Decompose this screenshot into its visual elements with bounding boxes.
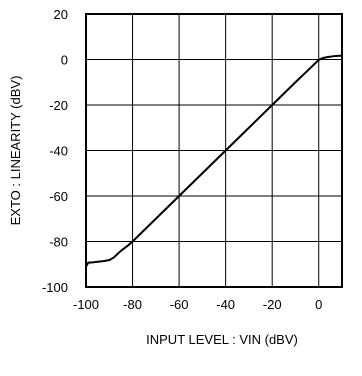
x-tick-labels: -100 -80 -60 -40 -20 0 [73, 297, 322, 312]
y-tick-label: -100 [42, 280, 68, 295]
x-tick-label: 0 [315, 297, 322, 312]
y-tick-label: 20 [54, 7, 68, 22]
grid [86, 14, 342, 287]
y-tick-label: 0 [61, 53, 68, 68]
y-axis-title: EXTO : LINEARITY (dBV) [8, 76, 23, 226]
x-tick-label: -40 [216, 297, 235, 312]
series-line-0 [86, 56, 342, 267]
x-tick-label: -100 [73, 297, 99, 312]
x-axis-title: INPUT LEVEL : VIN (dBV) [146, 332, 298, 347]
x-tick-label: -80 [123, 297, 142, 312]
y-tick-label: -40 [49, 144, 68, 159]
y-tick-label: -80 [49, 235, 68, 250]
series-layer [86, 56, 342, 267]
y-tick-label: -60 [49, 189, 68, 204]
x-tick-label: -20 [263, 297, 282, 312]
y-tick-labels: 20 0 -20 -40 -60 -80 -100 [42, 7, 68, 295]
y-tick-label: -20 [49, 98, 68, 113]
x-tick-label: -60 [170, 297, 189, 312]
